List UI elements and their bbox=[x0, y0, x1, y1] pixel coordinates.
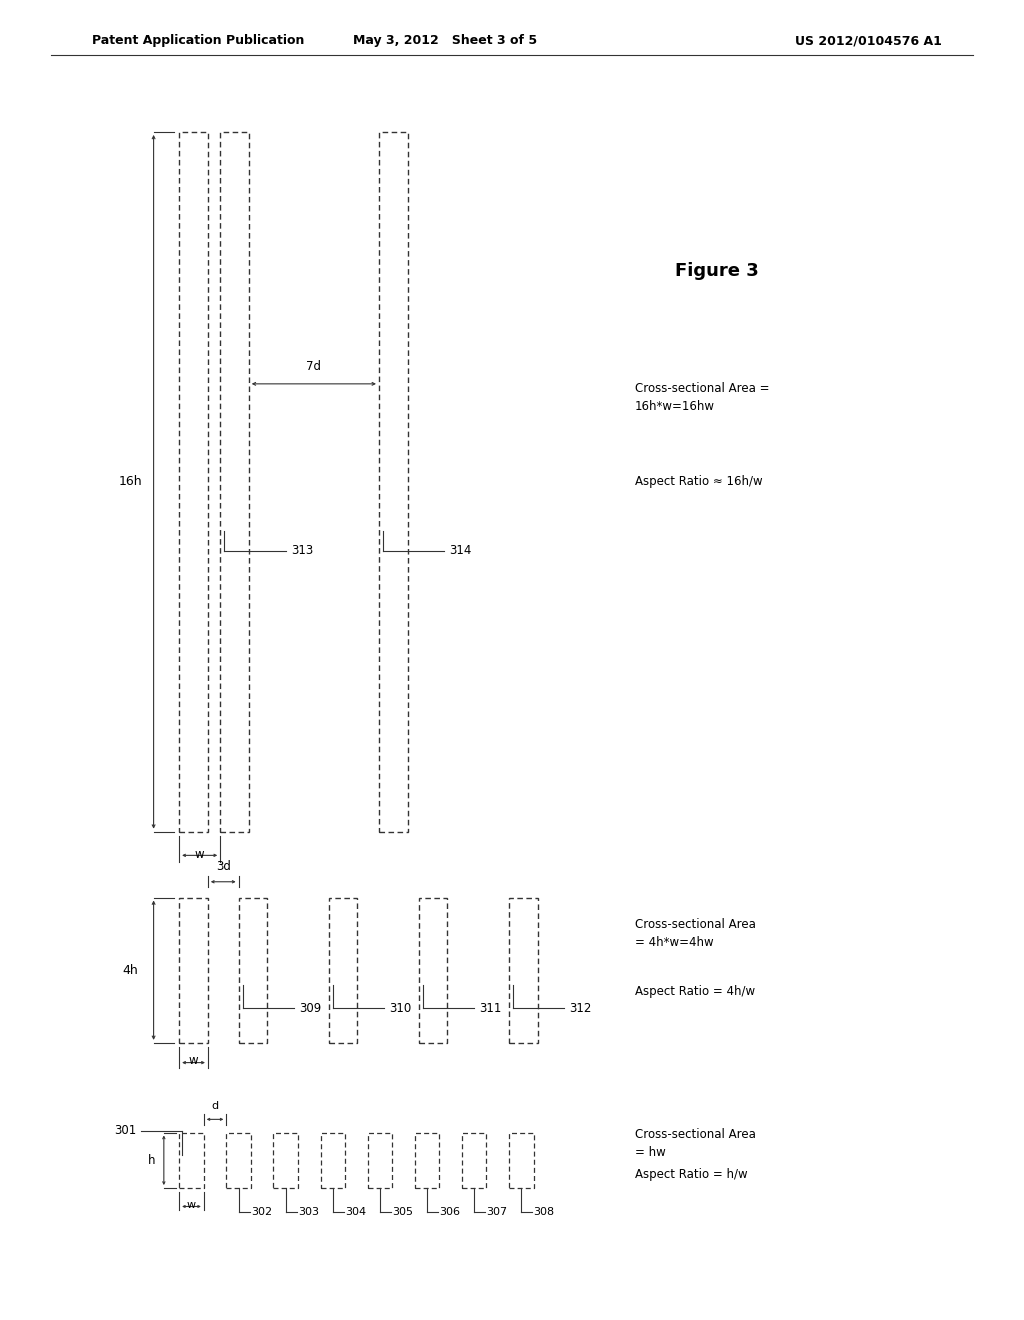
Text: May 3, 2012   Sheet 3 of 5: May 3, 2012 Sheet 3 of 5 bbox=[353, 34, 538, 48]
Text: Figure 3: Figure 3 bbox=[675, 261, 759, 280]
Bar bbox=[368, 1133, 392, 1188]
Bar bbox=[321, 1133, 345, 1188]
Text: Aspect Ratio = 4h/w: Aspect Ratio = 4h/w bbox=[635, 986, 755, 998]
Text: Aspect Ratio = h/w: Aspect Ratio = h/w bbox=[635, 1168, 748, 1180]
Bar bbox=[220, 132, 249, 832]
Text: 307: 307 bbox=[486, 1206, 508, 1217]
Text: 301: 301 bbox=[114, 1125, 136, 1138]
Text: 312: 312 bbox=[569, 1002, 592, 1015]
Text: 310: 310 bbox=[389, 1002, 412, 1015]
Text: 306: 306 bbox=[439, 1206, 461, 1217]
Text: 303: 303 bbox=[298, 1206, 319, 1217]
Text: 304: 304 bbox=[345, 1206, 367, 1217]
Text: 302: 302 bbox=[251, 1206, 272, 1217]
Text: 313: 313 bbox=[291, 544, 313, 557]
Bar bbox=[462, 1133, 486, 1188]
Text: 308: 308 bbox=[534, 1206, 555, 1217]
Text: 7d: 7d bbox=[306, 360, 322, 374]
Text: 305: 305 bbox=[392, 1206, 414, 1217]
Text: 311: 311 bbox=[479, 1002, 502, 1015]
Text: 16h: 16h bbox=[118, 475, 142, 488]
Text: 4h: 4h bbox=[122, 964, 138, 977]
Bar bbox=[329, 898, 357, 1043]
Bar bbox=[226, 1133, 251, 1188]
Bar bbox=[179, 898, 208, 1043]
Bar bbox=[273, 1133, 298, 1188]
Text: h: h bbox=[147, 1154, 156, 1167]
Bar bbox=[179, 1133, 204, 1188]
Text: 3d: 3d bbox=[216, 859, 230, 873]
Text: Cross-sectional Area =
16h*w=16hw: Cross-sectional Area = 16h*w=16hw bbox=[635, 383, 769, 413]
Text: Patent Application Publication: Patent Application Publication bbox=[92, 34, 304, 48]
Bar bbox=[379, 132, 408, 832]
Bar bbox=[239, 898, 267, 1043]
Text: w: w bbox=[188, 1053, 199, 1067]
Text: Aspect Ratio ≈ 16h/w: Aspect Ratio ≈ 16h/w bbox=[635, 475, 763, 488]
Bar bbox=[415, 1133, 439, 1188]
Text: 309: 309 bbox=[299, 1002, 322, 1015]
Bar bbox=[179, 132, 208, 832]
Text: d: d bbox=[212, 1101, 218, 1111]
Text: Cross-sectional Area
= hw: Cross-sectional Area = hw bbox=[635, 1129, 756, 1159]
Text: Cross-sectional Area
= 4h*w=4hw: Cross-sectional Area = 4h*w=4hw bbox=[635, 919, 756, 949]
Bar bbox=[509, 898, 538, 1043]
Text: US 2012/0104576 A1: US 2012/0104576 A1 bbox=[796, 34, 942, 48]
Bar bbox=[419, 898, 447, 1043]
Text: w: w bbox=[187, 1200, 196, 1210]
Text: 314: 314 bbox=[450, 544, 472, 557]
Text: w: w bbox=[195, 847, 205, 861]
Bar bbox=[509, 1133, 534, 1188]
